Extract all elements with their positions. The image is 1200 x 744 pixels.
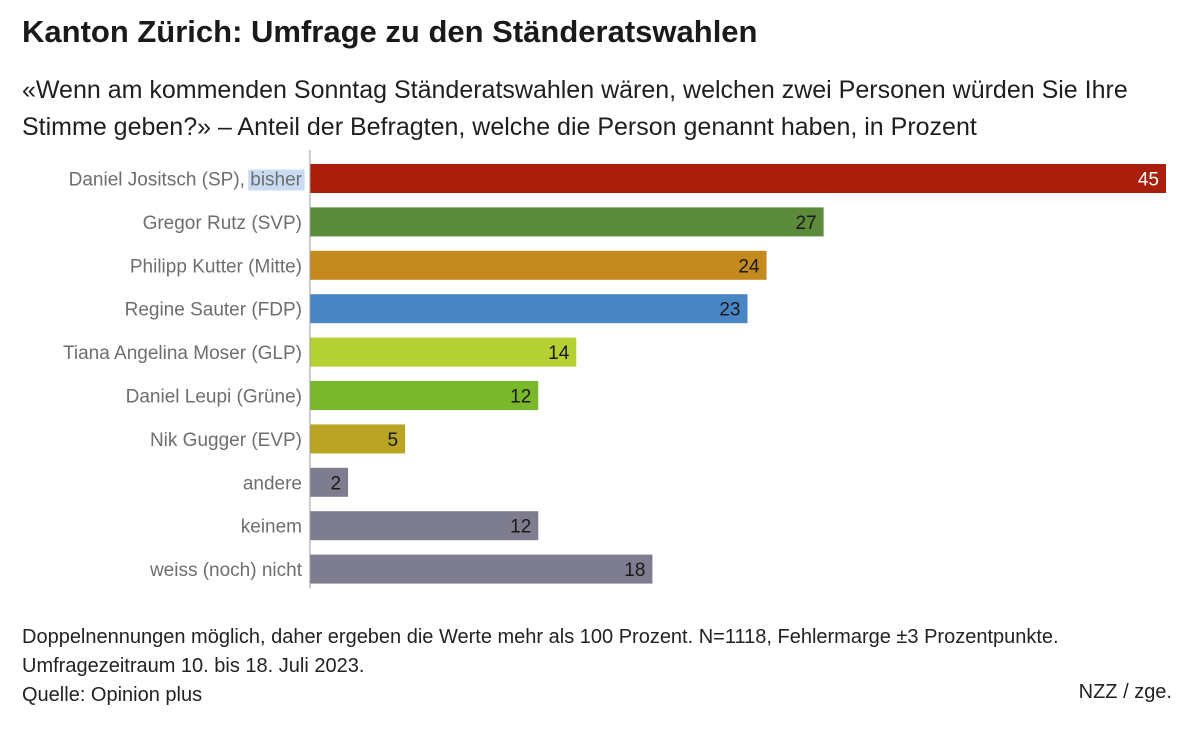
credit-note: NZZ / zge. bbox=[1078, 681, 1172, 703]
bar bbox=[310, 250, 767, 280]
text-selection-highlight bbox=[248, 169, 305, 191]
bar bbox=[310, 337, 577, 367]
category-label: andere bbox=[243, 473, 302, 494]
value-label: 24 bbox=[738, 256, 760, 277]
value-label: 2 bbox=[330, 473, 341, 494]
value-label: 18 bbox=[624, 560, 645, 581]
value-label: 12 bbox=[510, 387, 531, 408]
value-label: 27 bbox=[795, 213, 816, 234]
bar bbox=[310, 294, 748, 324]
footnote-method: Doppelnennungen möglich, daher ergeben d… bbox=[22, 626, 1059, 648]
bar bbox=[310, 467, 349, 497]
value-label: 12 bbox=[510, 517, 531, 538]
chart-title: Kanton Zürich: Umfrage zu den Ständerats… bbox=[22, 14, 758, 49]
bar bbox=[310, 164, 1166, 193]
bar bbox=[310, 511, 539, 541]
bar bbox=[310, 424, 406, 454]
category-label: Nik Gugger (EVP) bbox=[150, 430, 302, 451]
value-label: 23 bbox=[719, 300, 740, 321]
bar-chart: Daniel Jositsch (SP), bisher 45 Gregor Rut… bbox=[63, 150, 1166, 589]
category-label: keinem bbox=[241, 517, 302, 538]
value-label: 5 bbox=[388, 430, 399, 451]
category-label: Daniel Leupi (Grüne) bbox=[126, 387, 302, 408]
value-label: 45 bbox=[1138, 170, 1159, 191]
bar bbox=[310, 207, 824, 237]
bar bbox=[310, 554, 653, 584]
category-label: Tiana Angelina Moser (GLP) bbox=[63, 343, 302, 364]
category-label: Gregor Rutz (SVP) bbox=[143, 213, 302, 234]
source-note: Quelle: Opinion plus bbox=[22, 684, 203, 706]
category-label: Philipp Kutter (Mitte) bbox=[130, 256, 302, 277]
value-label: 14 bbox=[548, 343, 570, 364]
bar bbox=[310, 381, 539, 410]
category-label-highlight: bisher bbox=[250, 170, 302, 191]
category-label: weiss (noch) nicht bbox=[149, 560, 303, 581]
category-label: Regine Sauter (FDP) bbox=[125, 300, 302, 321]
footnote-period: Umfragezeitraum 10. bis 18. Juli 2023. bbox=[22, 655, 365, 677]
category-label: Daniel Jositsch (SP), bisher bbox=[69, 170, 303, 191]
chart-footer: Doppelnennungen möglich, daher ergeben d… bbox=[22, 623, 1182, 710]
chart-subtitle: «Wenn am kommenden Sonntag Ständeratswah… bbox=[22, 76, 1128, 141]
